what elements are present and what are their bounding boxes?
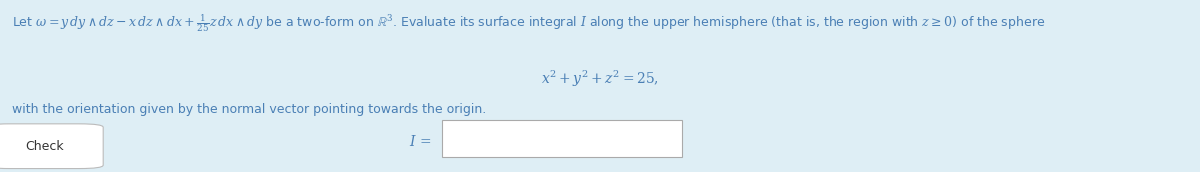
FancyBboxPatch shape — [0, 124, 103, 169]
Text: Let $\omega = y\,dy \wedge dz - x\,dz \wedge dx + \frac{1}{25}z\,dx \wedge dy$ b: Let $\omega = y\,dy \wedge dz - x\,dz \w… — [12, 12, 1045, 34]
Text: with the orientation given by the normal vector pointing towards the origin.: with the orientation given by the normal… — [12, 103, 486, 116]
Text: Check: Check — [25, 140, 64, 153]
Text: $x^2 + y^2 + z^2 = 25,$: $x^2 + y^2 + z^2 = 25,$ — [541, 69, 659, 89]
Text: $I\,=$: $I\,=$ — [409, 134, 432, 149]
FancyBboxPatch shape — [442, 120, 682, 157]
